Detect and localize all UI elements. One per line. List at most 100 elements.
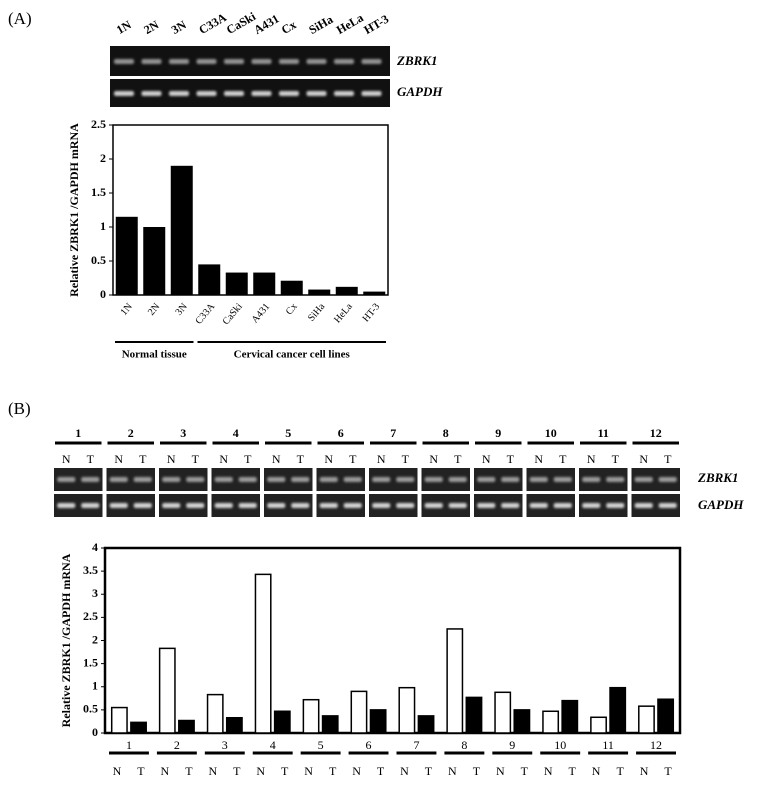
x-sub-label: T — [473, 764, 481, 778]
lane-t: T — [507, 452, 515, 466]
gel-band — [582, 477, 601, 482]
gel-band — [501, 477, 520, 482]
gel-band — [196, 59, 217, 64]
lane-n: N — [429, 452, 438, 466]
y-tick-label: 3 — [92, 586, 98, 600]
x-sub-label: N — [448, 764, 457, 778]
lane-n: N — [377, 452, 386, 466]
bar — [657, 698, 675, 734]
lane-n: N — [272, 452, 281, 466]
y-axis-label: Relative ZBRK1 /GAPDH mRNA — [67, 123, 81, 297]
gel-band — [396, 503, 415, 508]
bar — [590, 716, 607, 734]
gel-row-label: GAPDH — [698, 497, 744, 512]
y-tick-label: 2.5 — [91, 117, 106, 131]
bar — [308, 289, 331, 295]
y-tick-label: 0 — [100, 287, 106, 301]
lane-t: T — [559, 452, 567, 466]
gel-band — [114, 59, 134, 64]
gel-band — [553, 477, 572, 482]
gel-band — [529, 477, 548, 482]
gel-row-label: ZBRK1 — [697, 470, 738, 485]
gel-band — [361, 59, 382, 64]
x-tick-label: 4 — [270, 738, 276, 752]
gel-band — [141, 59, 162, 64]
lane-number: 1 — [75, 426, 81, 440]
gel-band — [606, 477, 625, 482]
panel-label: (A) — [8, 9, 32, 28]
gel — [526, 468, 575, 491]
plot-frame — [103, 546, 682, 735]
lane-n: N — [114, 452, 123, 466]
x-tick-label: A431 — [250, 301, 273, 325]
bar — [398, 686, 416, 734]
x-tick-label: 5 — [318, 738, 324, 752]
lane-t: T — [192, 452, 200, 466]
lane-n: N — [62, 452, 71, 466]
lane-n: N — [219, 452, 228, 466]
lane-n: N — [534, 452, 543, 466]
bar — [609, 686, 627, 734]
lane-label: HT-3 — [361, 12, 391, 37]
bar — [350, 690, 368, 734]
x-sub-label: T — [425, 764, 433, 778]
gel-band — [141, 91, 162, 96]
x-sub-label: N — [256, 764, 265, 778]
x-sub-label: N — [592, 764, 601, 778]
gel — [631, 468, 680, 491]
lane-number: 2 — [128, 426, 134, 440]
gel-band — [634, 503, 653, 508]
x-tick-label: 9 — [509, 738, 515, 752]
bar — [254, 573, 272, 734]
y-tick-label: 1.5 — [83, 655, 98, 669]
lane-number: 10 — [545, 426, 557, 440]
lane-label: 1N — [114, 17, 134, 37]
gel — [54, 468, 103, 491]
y-tick-label: 1 — [100, 219, 106, 233]
x-tick-label: 6 — [366, 738, 372, 752]
x-sub-label: N — [208, 764, 217, 778]
gel-band — [606, 503, 625, 508]
lane-t: T — [349, 452, 357, 466]
gel-band — [291, 477, 310, 482]
gel — [316, 494, 365, 517]
y-tick-label: 1.5 — [91, 185, 106, 199]
gel-band — [114, 91, 134, 96]
y-tick-label: 1 — [92, 679, 98, 693]
gel-band — [267, 503, 286, 508]
lane-label: SiHa — [306, 12, 335, 37]
lane-label: A431 — [251, 12, 281, 37]
x-tick-label: 11 — [602, 738, 614, 752]
x-tick-label: 3 — [222, 738, 228, 752]
gel — [369, 494, 418, 517]
lane-t: T — [402, 452, 410, 466]
y-tick-label: 2 — [92, 632, 98, 646]
y-tick-label: 0 — [92, 725, 98, 739]
gel-band — [582, 503, 601, 508]
gel-band — [81, 503, 100, 508]
bar — [225, 272, 248, 295]
gel-band — [251, 91, 272, 96]
x-tick-label: SiHa — [306, 301, 328, 324]
gel-band — [224, 91, 244, 96]
gel-band — [306, 59, 327, 64]
lane-label: 3N — [169, 17, 189, 37]
gel-band — [238, 503, 257, 508]
y-tick-label: 2 — [100, 151, 106, 165]
bar — [198, 264, 221, 295]
lane-number: 3 — [180, 426, 186, 440]
gel-band — [361, 91, 382, 96]
x-sub-label: T — [185, 764, 193, 778]
gel — [579, 468, 628, 491]
group-label: Cervical cancer cell lines — [234, 349, 351, 361]
bar — [561, 699, 579, 734]
bar — [273, 710, 291, 734]
gel-band — [224, 59, 244, 64]
gel-band — [238, 477, 257, 482]
gel-band — [424, 503, 443, 508]
gel — [421, 468, 470, 491]
gel — [264, 494, 313, 517]
gel — [526, 494, 575, 517]
x-tick-label: CaSki — [221, 301, 245, 327]
gel — [421, 494, 470, 517]
